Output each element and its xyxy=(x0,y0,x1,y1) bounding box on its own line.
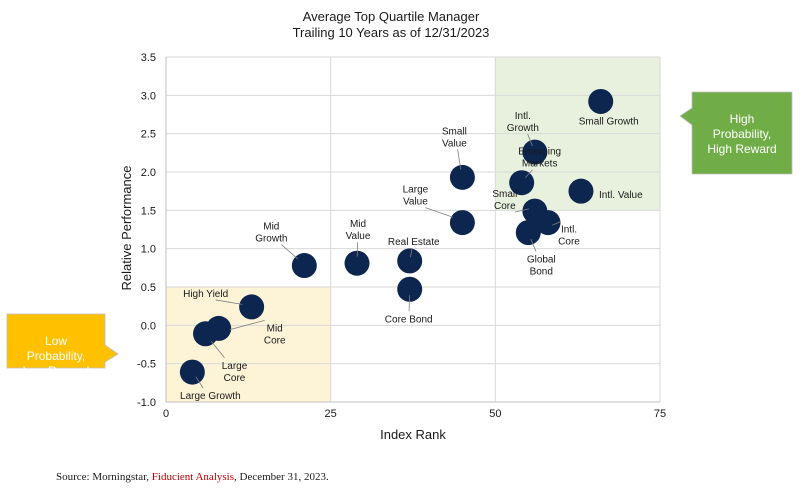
point-marker xyxy=(522,139,548,165)
source-note: Source: Morningstar, Fiducient Analysis,… xyxy=(56,471,329,483)
x-tick-label: 25 xyxy=(325,408,337,420)
point-marker xyxy=(193,321,219,347)
point-marker xyxy=(239,294,265,320)
label-leader xyxy=(530,239,537,252)
y-tick-label: 3.5 xyxy=(141,52,156,64)
chart-subtitle: Trailing 10 Years as of 12/31/2023 xyxy=(293,25,490,40)
point-marker xyxy=(179,359,205,385)
point-label: Mid Value xyxy=(346,219,371,242)
point-label: Small Growth xyxy=(579,116,639,127)
y-tick-label: 0.0 xyxy=(141,320,156,332)
point-marker xyxy=(397,248,423,274)
y-tick-label: 1.5 xyxy=(141,205,156,217)
point-label: Real Estate xyxy=(388,237,440,248)
point-marker xyxy=(515,220,541,246)
callout-box xyxy=(6,313,119,369)
point-label: Emerging Markets xyxy=(518,147,561,170)
y-tick-label: 2.5 xyxy=(141,129,156,141)
callout-text: Low Probability, Low Reward xyxy=(23,334,90,378)
source-prefix: Source: Morningstar, xyxy=(56,471,152,483)
point-label: Intl. Growth xyxy=(507,111,539,134)
label-leader xyxy=(527,133,533,147)
point-label: Intl. Core xyxy=(558,225,580,248)
point-marker xyxy=(449,164,475,190)
callout-box xyxy=(679,91,793,175)
x-axis-label: Index Rank xyxy=(380,427,446,442)
label-leader xyxy=(410,247,413,258)
point-marker xyxy=(344,250,370,276)
y-tick-label: 1.0 xyxy=(141,244,156,256)
point-group: Real Estate xyxy=(388,237,440,274)
source-suffix: , December 31, 2023. xyxy=(234,471,329,483)
point-marker xyxy=(291,253,317,279)
point-marker xyxy=(535,210,561,236)
point-label: Mid Core xyxy=(264,323,286,346)
point-label: High Yield xyxy=(183,289,228,300)
point-label: Small Core xyxy=(492,189,517,212)
point-group: Intl. Value xyxy=(568,178,643,204)
scatter-chart: Average Top Quartile Manager Trailing 10… xyxy=(6,9,793,442)
label-leader xyxy=(195,376,204,389)
point-label: Mid Growth xyxy=(255,222,287,245)
point-group: Large Core xyxy=(193,321,248,384)
point-group: Mid Value xyxy=(344,219,371,276)
point-label: Large Value xyxy=(403,185,429,208)
point-label: Intl. Value xyxy=(599,190,643,201)
point-group: Small Growth xyxy=(579,88,639,127)
y-tick-label: -1.0 xyxy=(137,397,156,409)
point-group: Small Value xyxy=(442,126,475,190)
label-leader xyxy=(229,320,265,330)
point-group: Global Bond xyxy=(515,220,556,278)
label-leader xyxy=(524,169,533,179)
point-group: High Yield xyxy=(183,289,265,320)
callout-high: High Probability, High Reward xyxy=(679,91,793,175)
point-label: Large Growth xyxy=(180,391,241,402)
point-label: Global Bond xyxy=(527,255,556,278)
y-tick-label: 0.5 xyxy=(141,282,156,294)
point-marker xyxy=(397,276,423,302)
point-marker xyxy=(568,178,594,204)
y-axis-label: Relative Performance xyxy=(119,166,134,291)
point-group: Intl. Core xyxy=(535,210,580,248)
label-leader xyxy=(514,208,529,213)
y-tick-label: -0.5 xyxy=(137,359,156,371)
y-tick-label: 3.0 xyxy=(141,90,156,102)
callout-text: High Probability, High Reward xyxy=(707,112,776,156)
label-leader xyxy=(457,149,462,170)
point-marker xyxy=(588,88,614,114)
point-label: Large Core xyxy=(222,361,248,384)
point-group: Emerging Markets xyxy=(509,147,561,196)
y-tick-label: 2.0 xyxy=(141,167,156,179)
source-highlight: Fiducient Analysis xyxy=(151,471,234,483)
label-leader xyxy=(425,207,454,218)
point-label: Core Bond xyxy=(385,314,433,325)
point-label: Small Value xyxy=(442,126,467,149)
point-group: Large Value xyxy=(403,185,475,236)
label-leader xyxy=(552,221,561,226)
callout-low: Low Probability, Low Reward xyxy=(6,313,119,378)
label-leader xyxy=(211,341,225,359)
label-leader xyxy=(281,244,298,260)
x-tick-label: 50 xyxy=(489,408,501,420)
point-marker xyxy=(449,210,475,236)
x-tick-label: 75 xyxy=(654,408,666,420)
point-marker xyxy=(509,170,535,196)
point-group: Large Growth xyxy=(179,359,241,402)
label-leader xyxy=(215,299,243,305)
chart-title: Average Top Quartile Manager xyxy=(303,9,480,24)
point-group: Core Bond xyxy=(385,276,433,325)
x-tick-label: 0 xyxy=(163,408,169,420)
point-group: Intl. Growth xyxy=(507,111,548,165)
point-group: Mid Growth xyxy=(255,222,317,279)
